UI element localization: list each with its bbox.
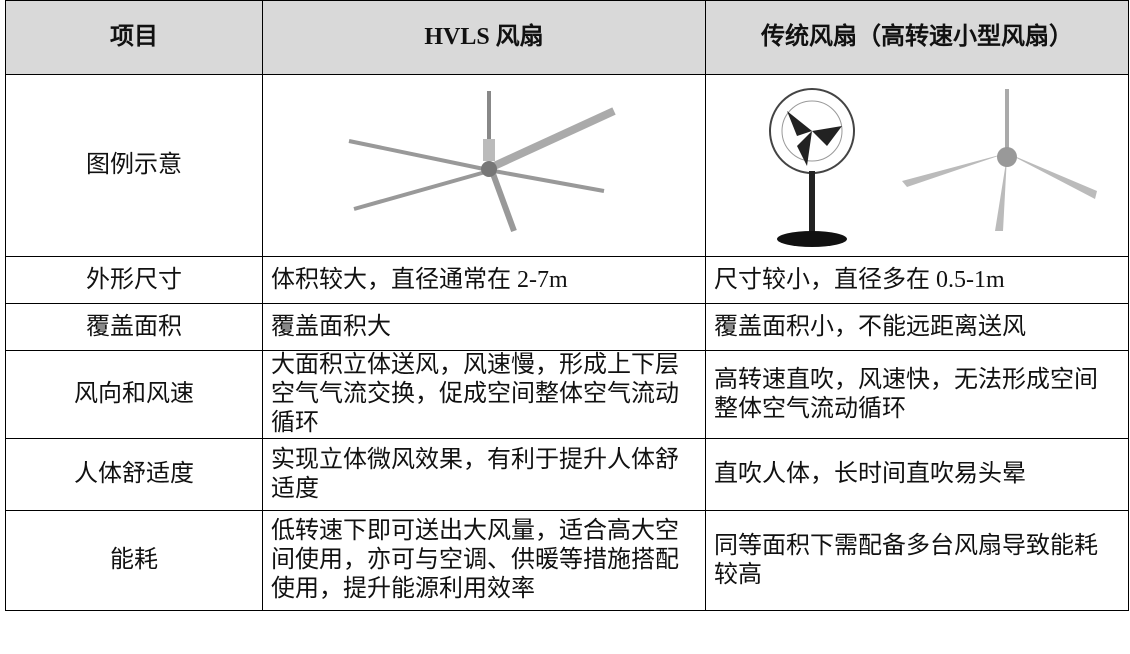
comparison-table: 项目 HVLS 风扇 传统风扇（高转速小型风扇） 图例示意 bbox=[5, 0, 1129, 611]
hvls-fan-image bbox=[348, 90, 616, 232]
cell: 覆盖面积大 bbox=[262, 303, 706, 351]
header-cell: HVLS 风扇 bbox=[262, 0, 706, 75]
cell: 尺寸较小，直径多在 0.5-1m bbox=[705, 256, 1129, 304]
row-label: 能耗 bbox=[5, 510, 263, 611]
cell: 直吹人体，长时间直吹易头晕 bbox=[705, 438, 1129, 511]
cell: 实现立体微风效果，有利于提升人体舒适度 bbox=[262, 438, 706, 511]
row-label: 人体舒适度 bbox=[5, 438, 263, 511]
image-cell bbox=[262, 74, 706, 257]
row-label: 图例示意 bbox=[5, 74, 263, 257]
row-label: 覆盖面积 bbox=[5, 303, 263, 351]
header-row: 项目 HVLS 风扇 传统风扇（高转速小型风扇） bbox=[5, 0, 1129, 75]
image-row: 图例示意 bbox=[5, 74, 1129, 257]
row-label: 外形尺寸 bbox=[5, 256, 263, 304]
cell: 覆盖面积小，不能远距离送风 bbox=[705, 303, 1129, 351]
header-cell: 项目 bbox=[5, 0, 263, 75]
row-label: 风向和风速 bbox=[5, 350, 263, 439]
header-cell: 传统风扇（高转速小型风扇） bbox=[705, 0, 1129, 75]
traditional-fan-image bbox=[769, 87, 1097, 247]
cell: 高转速直吹，风速快，无法形成空间整体空气流动循环 bbox=[705, 350, 1129, 439]
cell: 低转速下即可送出大风量，适合高大空间使用，亦可与空调、供暖等措施搭配使用，提升能… bbox=[262, 510, 706, 611]
cell: 同等面积下需配备多台风扇导致能耗较高 bbox=[705, 510, 1129, 611]
cell: 大面积立体送风，风速慢，形成上下层空气气流交换，促成空间整体空气流动循环 bbox=[262, 350, 706, 439]
cell: 体积较大，直径通常在 2-7m bbox=[262, 256, 706, 304]
image-cell bbox=[705, 74, 1129, 257]
